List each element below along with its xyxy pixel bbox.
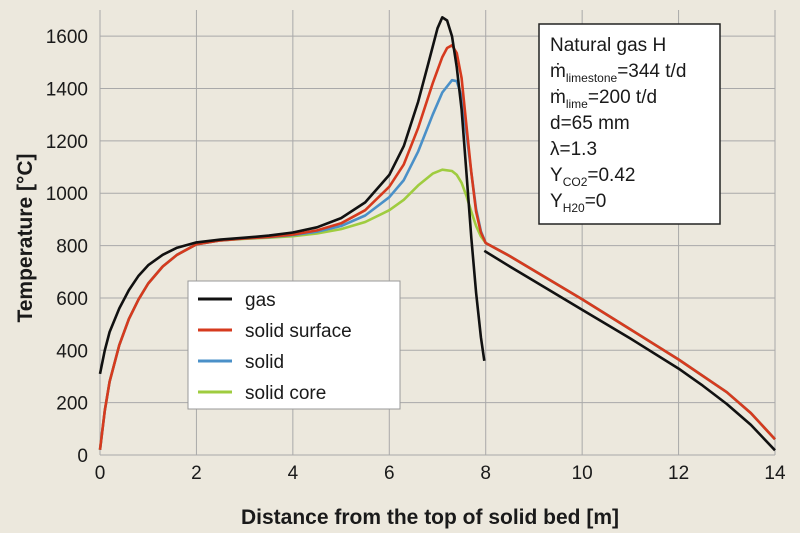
- series-lines: [98, 16, 776, 452]
- x-tick-label: 4: [288, 463, 299, 484]
- x-axis-title: Distance from the top of solid bed [m]: [241, 506, 619, 529]
- y-tick-label: 0: [77, 446, 88, 467]
- annotation-frame: [538, 23, 721, 225]
- y-tick-label: 1200: [46, 132, 88, 153]
- y-tick-label: 400: [56, 341, 88, 362]
- annotation-line: YH20=0: [550, 191, 606, 215]
- y-tick-label: 600: [56, 289, 88, 310]
- y-tick-label: 1600: [46, 27, 88, 48]
- x-tick-label: 8: [480, 463, 491, 484]
- series-line-gas: [98, 16, 486, 375]
- annotation-line: ṁlimestone=344 t/d: [550, 61, 686, 85]
- annotation-line: ṁlime=200 t/d: [550, 87, 657, 111]
- x-tick-label: 10: [572, 463, 593, 484]
- y-tick-label: 200: [56, 394, 88, 415]
- legend-label: gas: [245, 290, 276, 311]
- annotation-line: YCO2=0.42: [550, 165, 635, 189]
- x-tick-label: 6: [384, 463, 395, 484]
- x-tick-label: 0: [95, 463, 106, 484]
- legend-label: solid: [245, 352, 284, 373]
- legend: gas solid surface solid solid core: [187, 280, 401, 410]
- legend-label: solid core: [245, 383, 326, 404]
- series-line-gas: [483, 249, 776, 452]
- annotation-line: λ=1.3: [550, 139, 597, 160]
- x-tick-label: 2: [191, 463, 202, 484]
- y-axis-title: Temperature [°C]: [14, 153, 37, 322]
- y-tick-label: 800: [56, 237, 88, 258]
- y-tick-label: 1000: [46, 184, 88, 205]
- series-line-solid-surface: [98, 44, 776, 450]
- x-tick-label: 14: [764, 463, 786, 484]
- legend-box: [187, 280, 401, 410]
- y-tick-label: 1400: [46, 80, 88, 101]
- x-tick-label: 12: [668, 463, 689, 484]
- legend-label: solid surface: [245, 321, 352, 342]
- annotation-line: d=65 mm: [550, 113, 630, 134]
- annotation-box: Natural gas H ṁlimestone=344 t/dṁlime=200…: [538, 23, 721, 225]
- tick-labels: 0 2 4 6 8 10 12 14 0 200 400 600 800 1000 1200 1400 1600: [46, 27, 786, 484]
- annotation-line: Natural gas H: [550, 35, 666, 56]
